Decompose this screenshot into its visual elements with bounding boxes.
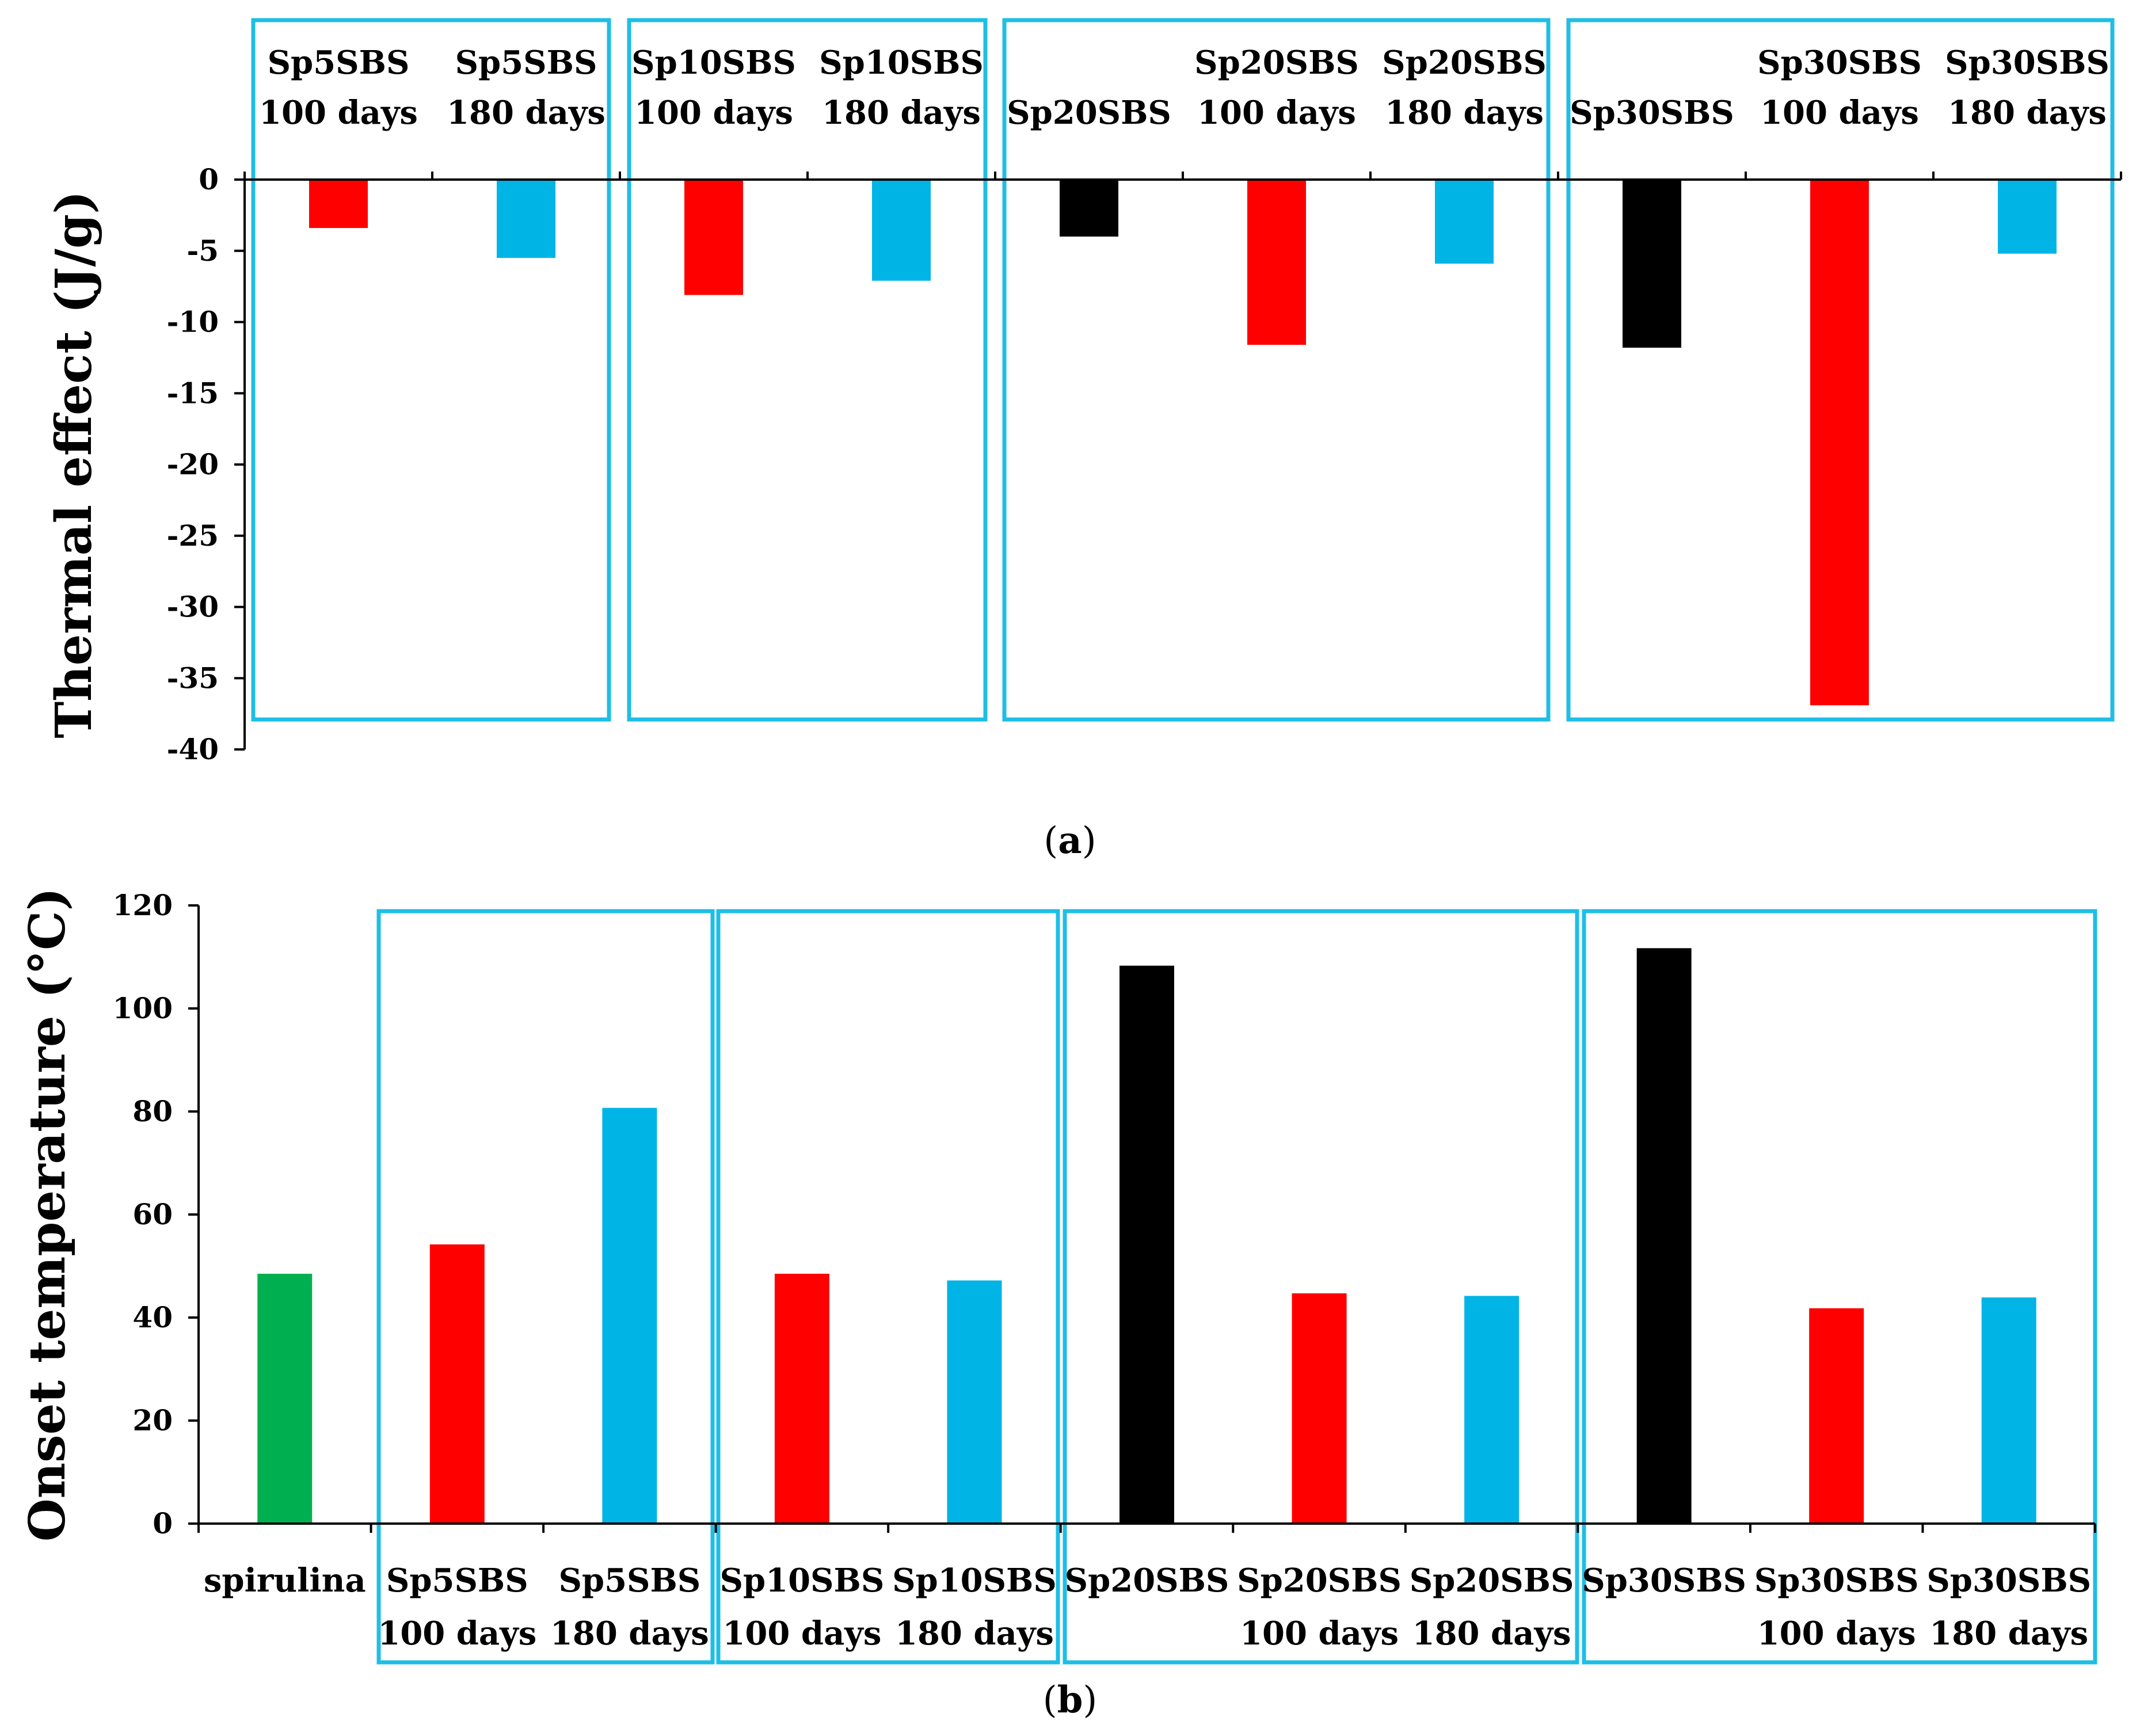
y-tick-label: -40 [167,732,219,766]
group-box-sp30sbs [1582,909,2097,1665]
category-label-line2: 100 days [722,1615,881,1653]
bar-7 [1292,1293,1347,1524]
category-label-line1: Sp30SBS [1945,44,2109,82]
bar-11 [1981,1297,2036,1524]
category-label-line2: 100 days [259,94,418,132]
category-label-line1: Sp10SBS [720,1562,885,1600]
y-tick-label: -20 [167,447,219,481]
category-label-line2: 180 days [895,1615,1054,1653]
bar-6 [1119,965,1174,1524]
bar-8 [1623,180,1681,348]
y-tick-label: -25 [167,519,219,553]
category-label-line2: 100 days [1757,1615,1916,1653]
category-label-line1: Sp30SBS [1926,1562,2091,1600]
category-label-line1: Sp10SBS [819,44,984,82]
bar-5 [947,1280,1002,1524]
caption-open-paren: ( [1044,820,1058,862]
bar-9 [1810,180,1869,706]
category-label-line2: 180 days [447,94,606,132]
category-label-line1: Sp5SBS [268,44,410,82]
group-box-sp10sbs [716,909,1060,1665]
y-tick-label: -30 [167,590,219,624]
y-tick-label: -10 [167,305,219,339]
bar-5 [1060,180,1118,237]
caption-open-paren: ( [1043,1679,1057,1722]
caption-letter: b [1057,1678,1083,1722]
category-label-line1: Sp20SBS [1410,1562,1574,1600]
bar-3 [602,1107,657,1524]
caption-close-paren: ) [1083,1679,1097,1722]
bar-4 [774,1273,829,1524]
category-label-line2: Sp30SBS [1570,94,1734,132]
category-label-line1: spirulina [204,1562,366,1600]
group-box-sp30sbs [1566,18,2115,722]
category-label-line2: 100 days [378,1615,536,1653]
group-box-sp5sbs [251,18,611,722]
category-label-line2: 100 days [634,94,793,132]
bar-1 [257,1273,313,1524]
bar-2 [429,1244,485,1524]
category-label-line1: Sp20SBS [1237,1562,1402,1600]
bar-7 [1435,180,1494,264]
bar-10 [1809,1308,1864,1524]
category-label-line1: Sp10SBS [892,1562,1057,1600]
category-label-line2: Sp20SBS [1007,94,1171,132]
category-label-line1: Sp20SBS [1382,44,1547,82]
group-box-sp5sbs [376,909,715,1665]
panel-caption: (a) [1044,819,1096,862]
category-label-line2: 180 days [1385,94,1544,132]
panel-b-onset-temperature-chart: 0 20 40 60 80 100 120 spirulina Sp5SBS 100 days Sp… [18,888,2097,1722]
y-tick-label: 40 [132,1300,173,1334]
y-tick-label: 100 [113,991,173,1025]
group-box-sp10sbs [627,18,988,722]
panel-a-thermal-effect-chart: 0 -5 -10 -15 -20 -25 -30 -35 -40 Sp5SBS 100 days Sp… [45,18,2122,862]
y-tick-label: 20 [132,1403,173,1437]
y-axis-title: Onset temperature (°C) [18,888,77,1542]
y-tick-label: 80 [132,1094,173,1128]
bar-8 [1464,1296,1520,1524]
y-tick-label: 0 [153,1506,173,1540]
y-tick-label: -35 [167,661,219,695]
category-label-line2: 180 days [1412,1615,1571,1653]
category-label-line2: 180 days [822,94,981,132]
category-label-line1: Sp30SBS [1754,1562,1919,1600]
category-label-line1: Sp20SBS [1065,1562,1229,1600]
y-tick-label: 60 [132,1197,173,1231]
bar-4 [872,180,931,281]
bar-10 [1998,180,2057,254]
category-label-line1: Sp5SBS [558,1562,700,1600]
y-axis-title: Thermal effect (J/g) [45,191,103,738]
category-label-line1: Sp20SBS [1194,44,1359,82]
category-label-line2: 100 days [1240,1615,1399,1653]
caption-close-paren: ) [1082,820,1096,862]
category-label-line2: 180 days [1948,94,2107,132]
group-box-sp20sbs [1002,18,1551,722]
bar-1 [309,180,368,229]
category-label-line1: Sp5SBS [455,44,597,82]
bar-6 [1247,180,1306,345]
bar-2 [497,180,555,258]
category-label-line2: 180 days [550,1615,709,1653]
y-tick-label: 120 [113,888,173,922]
y-tick-label: -15 [167,376,219,410]
category-label-line1: Sp30SBS [1757,44,1922,82]
y-tick-label: -5 [186,234,219,268]
y-tick-label: 0 [199,162,219,196]
category-label-line1: Sp10SBS [631,44,796,82]
category-label-line1: Sp5SBS [386,1562,528,1600]
caption-letter: a [1058,819,1082,862]
bar-9 [1636,948,1692,1524]
panel-caption: (b) [1043,1678,1098,1722]
category-label-line1: Sp30SBS [1582,1562,1746,1600]
category-label-line2: 100 days [1197,94,1356,132]
category-label-line2: 100 days [1760,94,1919,132]
category-label-line2: 180 days [1929,1615,2088,1653]
bar-3 [684,180,743,295]
group-box-sp20sbs [1063,909,1579,1665]
